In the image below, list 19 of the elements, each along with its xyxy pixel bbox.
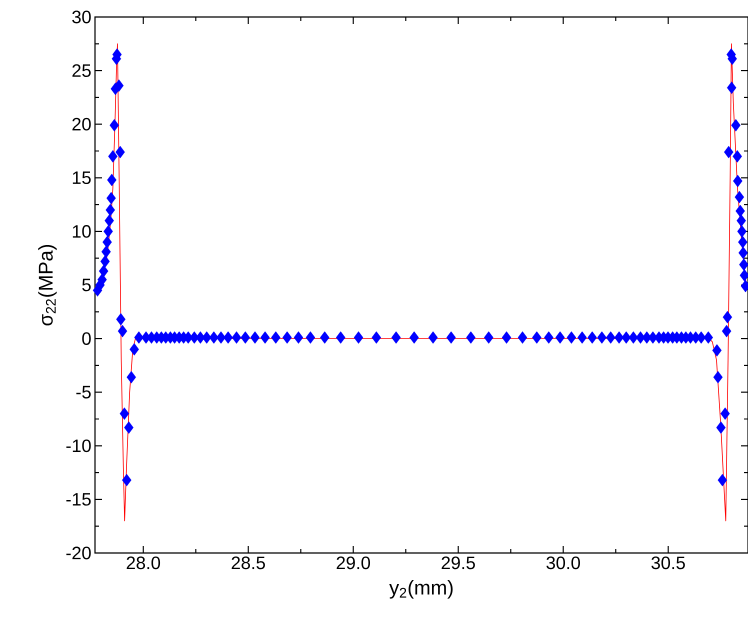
y-tick-label: 25 (72, 64, 91, 77)
y-tick-label: -20 (66, 546, 91, 560)
y-tick-label: 10 (72, 225, 91, 238)
x-tick-label: 28.5 (232, 556, 265, 570)
y-tick-label: 5 (82, 278, 91, 292)
y-tick-label: -5 (76, 386, 91, 398)
y-tick-label: 0 (82, 332, 91, 345)
x-tick-label: 30.5 (651, 556, 685, 570)
y-tick-label: -15 (66, 493, 91, 506)
x-tick-label: 30.0 (546, 556, 580, 570)
x-tick-label: 29.5 (442, 556, 475, 570)
y-axis-title: σ$_{22}$(MPa) (38, 244, 57, 326)
x-axis-title: y$_{2}$(mm) (389, 580, 453, 599)
x-tick-label: 28.0 (126, 556, 160, 570)
y-tick-label: 15 (72, 172, 91, 184)
y-tick-label: 20 (72, 118, 91, 131)
y-tick-label: -10 (66, 439, 91, 452)
x-tick-label: 29.0 (336, 556, 370, 570)
y-tick-label: 30 (72, 10, 91, 24)
